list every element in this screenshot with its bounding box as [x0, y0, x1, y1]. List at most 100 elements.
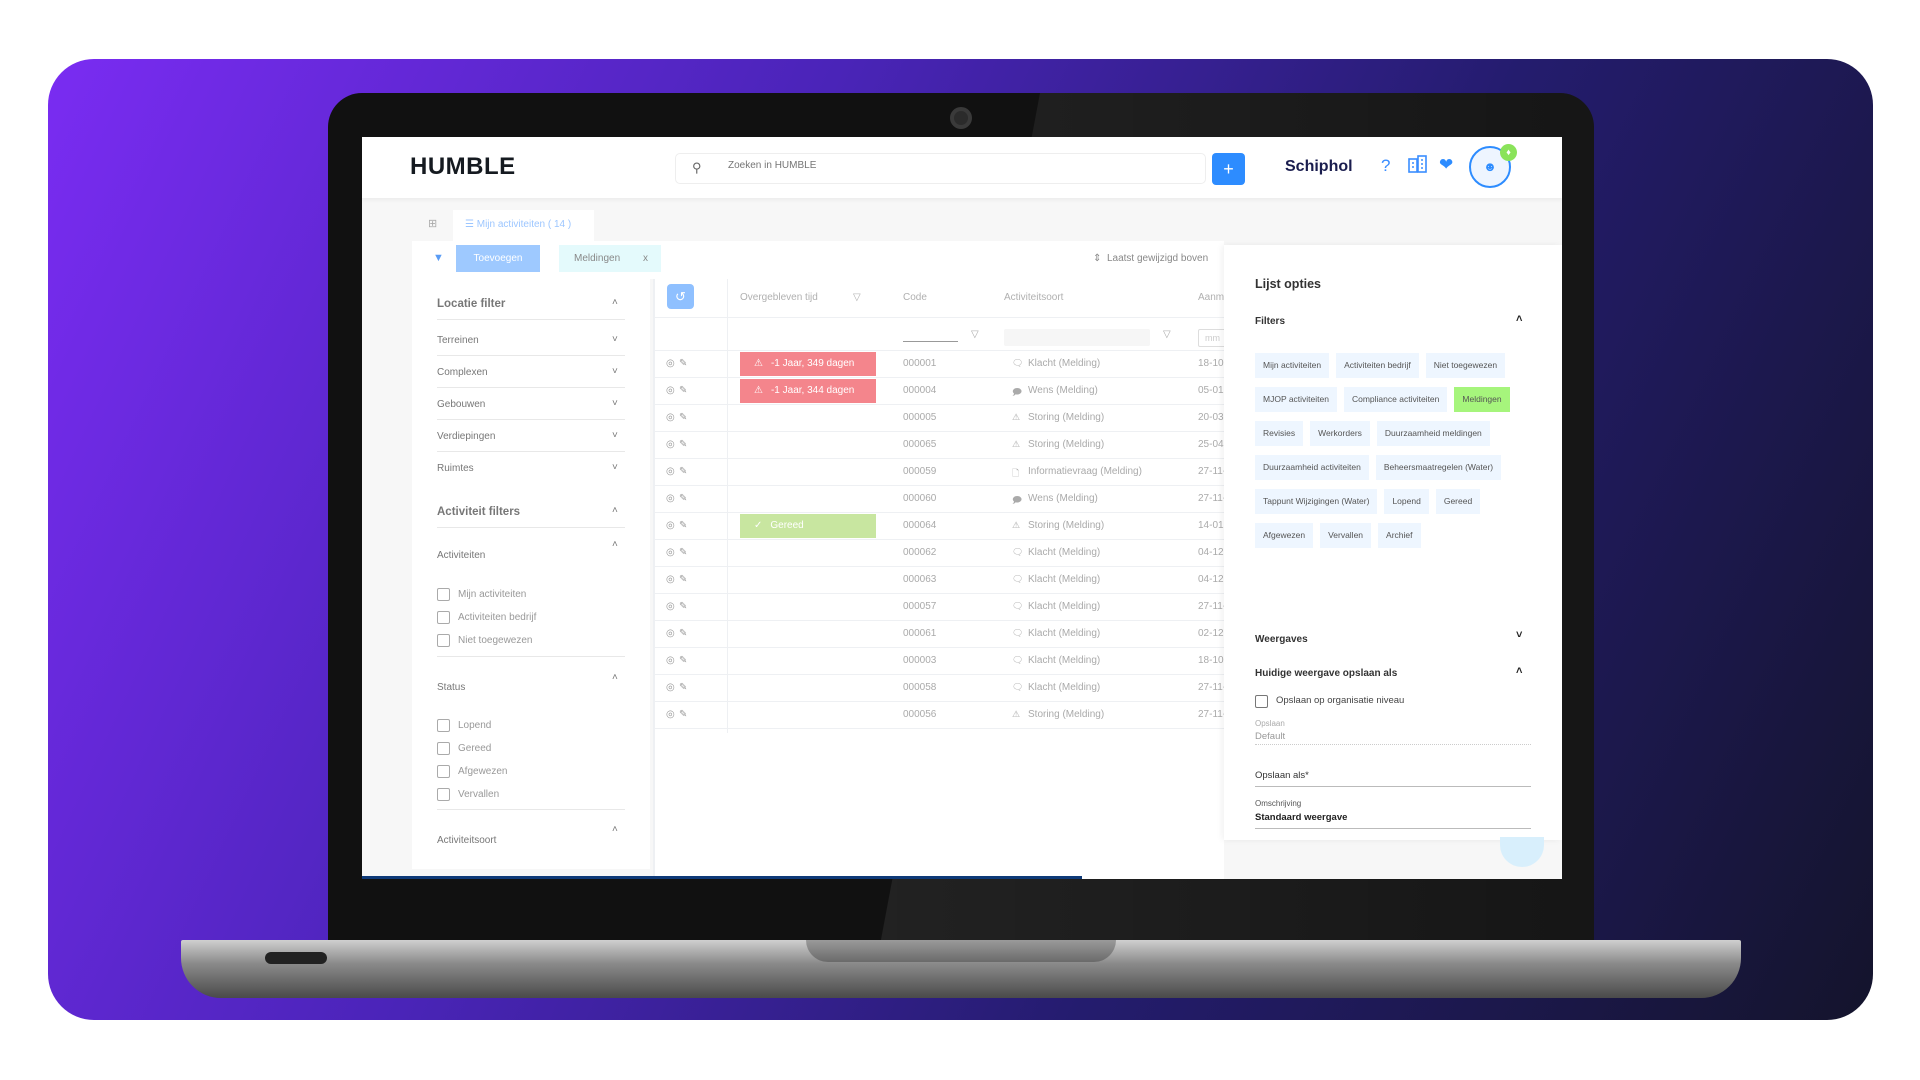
edit-icon[interactable]: ✎ [679, 682, 688, 693]
view-eye-icon[interactable]: ◎ [666, 412, 675, 423]
table-row[interactable]: ◎ ✎ 000063 🗨 Klacht (Melding) 04-12- [653, 567, 1227, 594]
views-title[interactable]: Weergaves [1255, 634, 1308, 645]
table-row[interactable]: ◎ ✎ ⚠ -1 Jaar, 344 dagen 000004 🗩 Wens (Meldin… [653, 378, 1224, 405]
save-view-title[interactable]: Huidige weergave opslaan als [1255, 668, 1398, 679]
view-eye-icon[interactable]: ◎ [666, 358, 675, 369]
column-header-date[interactable]: Aanm [1198, 292, 1225, 303]
filters-title[interactable]: Filters [1255, 316, 1286, 327]
view-eye-icon[interactable]: ◎ [666, 709, 675, 720]
table-row[interactable]: ◎ ✎ ⚠ -1 Jaar, 349 dagen 000001 🗨 Klacht (Meld… [653, 351, 1227, 378]
table-row[interactable]: ◎ ✎ 000057 🗨 Klacht (Melding) 27-11- [653, 594, 1226, 621]
filter-chip[interactable]: Mijn activiteiten [1255, 353, 1330, 378]
table-row[interactable]: ◎ ✎ 000005 ⚠ Storing (Melding) 20-03 [653, 405, 1224, 432]
view-eye-icon[interactable]: ◎ [666, 682, 675, 693]
support-avatar[interactable] [1500, 837, 1544, 867]
column-header-type[interactable]: Activiteitsoort [1004, 292, 1064, 303]
filter-chip[interactable]: Vervallen [1320, 523, 1372, 548]
logo[interactable]: HUMBLE [410, 153, 516, 180]
location-item[interactable]: Complexen [437, 367, 488, 378]
filter-chip[interactable]: Duurzaamheid meldingen [1376, 421, 1490, 446]
description-input[interactable]: Standaard weergave [1255, 812, 1348, 823]
column-filter-icon[interactable]: ▽ [853, 292, 861, 303]
chevron-up-icon[interactable]: ˄ [1516, 313, 1523, 325]
heart-icon[interactable]: ❤ [1439, 155, 1454, 174]
code-filter-icon[interactable]: ▽ [971, 329, 979, 340]
status-checkbox[interactable] [437, 765, 450, 778]
view-eye-icon[interactable]: ◎ [666, 493, 675, 504]
chevron-down-icon[interactable]: ˅ [612, 334, 618, 345]
edit-icon[interactable]: ✎ [679, 547, 688, 558]
filter-chip[interactable]: Werkorders [1310, 421, 1370, 446]
buildings-icon[interactable] [1408, 155, 1428, 178]
view-eye-icon[interactable]: ◎ [666, 385, 675, 396]
activity-checkbox[interactable] [437, 588, 450, 601]
column-header-code[interactable]: Code [903, 292, 927, 303]
save-as-input[interactable]: Opslaan als* [1255, 770, 1309, 781]
edit-icon[interactable]: ✎ [679, 628, 688, 639]
activity-filters-title[interactable]: Activiteit filters [437, 506, 521, 518]
edit-icon[interactable]: ✎ [679, 655, 688, 666]
notification-bell-icon[interactable]: ♦ [1500, 144, 1517, 161]
edit-icon[interactable]: ✎ [679, 574, 688, 585]
chevron-up-icon[interactable]: ˄ [1516, 665, 1523, 677]
filter-chip[interactable]: Activiteiten bedrijf [1336, 353, 1419, 378]
location-item[interactable]: Gebouwen [437, 399, 486, 410]
save-select[interactable]: Default [1255, 731, 1286, 742]
table-row[interactable]: ◎ ✎ 000056 ⚠ Storing (Melding) 27-11- [653, 702, 1226, 729]
chevron-down-icon[interactable]: ˅ [612, 398, 618, 409]
edit-icon[interactable]: ✎ [679, 601, 688, 612]
view-eye-icon[interactable]: ◎ [666, 547, 675, 558]
chevron-down-icon[interactable]: ˅ [612, 366, 618, 377]
view-eye-icon[interactable]: ◎ [666, 628, 675, 639]
edit-icon[interactable]: ✎ [679, 385, 688, 396]
edit-icon[interactable]: ✎ [679, 493, 688, 504]
add-filter-button[interactable]: Toevoegen [456, 245, 540, 272]
table-row[interactable]: ◎ ✎ 000061 🗨 Klacht (Melding) 02-12- [653, 621, 1227, 648]
filter-chip[interactable]: Duurzaamheid activiteiten [1255, 455, 1369, 480]
table-row[interactable]: ◎ ✎ 000065 ⚠ Storing (Melding) 25-04 [653, 432, 1224, 459]
column-header-remaining[interactable]: Overgebleven tijd [740, 292, 818, 303]
remove-filter-icon[interactable]: x [643, 253, 648, 264]
location-item[interactable]: Ruimtes [437, 463, 474, 474]
chevron-up-icon[interactable]: ˄ [612, 672, 618, 683]
activity-checkbox[interactable] [437, 611, 450, 624]
chevron-up-icon[interactable]: ˄ [612, 505, 618, 516]
edit-icon[interactable]: ✎ [679, 520, 688, 531]
table-row[interactable]: ◎ ✎ ✓ Gereed 000064 ⚠ Storing (Melding) 14-01- [653, 513, 1227, 540]
grid-view-icon[interactable]: ⊞ [428, 218, 438, 230]
filter-chip[interactable]: Archief [1378, 523, 1421, 548]
filter-chip[interactable]: Revisies [1255, 421, 1304, 446]
org-level-checkbox[interactable] [1255, 695, 1268, 708]
edit-icon[interactable]: ✎ [679, 439, 688, 450]
table-row[interactable]: ◎ ✎ 000059 🗋 Informatievraag (Melding) 27-11- [653, 459, 1226, 486]
view-eye-icon[interactable]: ◎ [666, 601, 675, 612]
chevron-up-icon[interactable]: ˄ [612, 539, 618, 550]
chevron-down-icon[interactable]: ˅ [612, 430, 618, 441]
filter-chip[interactable]: Meldingen [1454, 387, 1510, 412]
search-box[interactable]: ⚲ [675, 153, 1206, 184]
filter-icon[interactable]: ▼ [433, 252, 444, 264]
filter-chip[interactable]: Afgewezen [1255, 523, 1314, 548]
filter-chip[interactable]: MJOP activiteiten [1255, 387, 1337, 412]
organization-name[interactable]: Schiphol [1285, 158, 1353, 175]
view-eye-icon[interactable]: ◎ [666, 439, 675, 450]
location-filter-title[interactable]: Locatie filter [437, 298, 506, 310]
help-icon[interactable]: ? [1381, 156, 1391, 175]
filter-chip[interactable]: Beheersmaatregelen (Water) [1375, 455, 1502, 480]
filter-chip[interactable]: Niet toegewezen [1425, 353, 1506, 378]
type-filter-input[interactable] [1004, 329, 1150, 346]
add-button[interactable]: + [1212, 153, 1245, 185]
view-eye-icon[interactable]: ◎ [666, 520, 675, 531]
activity-checkbox[interactable] [437, 634, 450, 647]
filter-chip[interactable]: Tappunt Wijzigingen (Water) [1255, 489, 1378, 514]
table-row[interactable]: ◎ ✎ 000062 🗨 Klacht (Melding) 04-12- [653, 540, 1227, 567]
code-filter-input[interactable] [903, 341, 958, 342]
edit-icon[interactable]: ✎ [679, 358, 688, 369]
location-item[interactable]: Terreinen [437, 335, 479, 346]
chevron-up-icon[interactable]: ˄ [612, 297, 618, 308]
status-checkbox[interactable] [437, 742, 450, 755]
filter-chip[interactable]: Gereed [1435, 489, 1481, 514]
search-input[interactable] [728, 160, 1168, 171]
tab-mijn-activiteiten[interactable]: ☰ Mijn activiteiten ( 14 ) [453, 210, 594, 241]
edit-icon[interactable]: ✎ [679, 412, 688, 423]
